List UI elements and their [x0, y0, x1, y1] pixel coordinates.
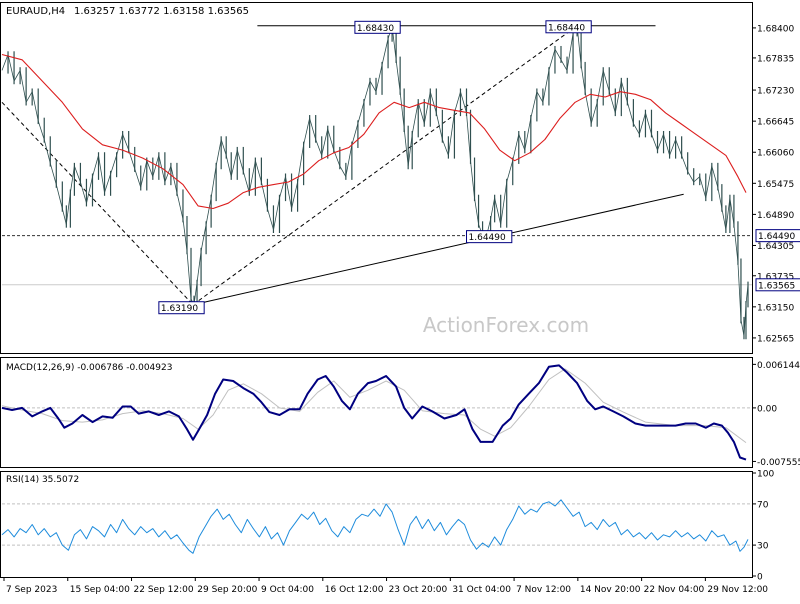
price-axis-tick-label: 1.66645 — [757, 118, 794, 128]
price-level-label: 1.64490 — [758, 232, 795, 242]
price-axis-tick-label: 1.63735 — [757, 272, 794, 282]
price-level-label: 1.63565 — [758, 281, 795, 291]
price-annotation-box — [545, 20, 592, 34]
rsi-axis-tick-label: 70 — [757, 500, 769, 510]
trendline — [1, 101, 194, 306]
price-axis-tick-label: 1.64890 — [757, 211, 794, 221]
price-annotation: 1.64490 — [469, 233, 506, 243]
price-axis-tick-label: 1.68400 — [757, 24, 794, 34]
time-tick-label: 22 Nov 04:00 — [644, 585, 705, 595]
macd-panel-frame — [0, 357, 753, 468]
macd-axis-tick-label: 0.006144 — [757, 361, 800, 371]
rsi-title: RSI(14) 35.5072 — [6, 475, 79, 485]
rsi-line — [1, 499, 749, 554]
macd-panel: 0.006144 0.00 -0.007555 — [1, 361, 800, 468]
macd-title: MACD(12,26,9) -0.006786 -0.004923 — [6, 363, 172, 373]
price-panel-frame — [0, 2, 753, 354]
rsi-axis-tick-label: 30 — [757, 542, 769, 552]
price-annotation-box — [354, 20, 401, 34]
rsi-panel-frame — [0, 471, 753, 578]
trendline — [192, 25, 578, 306]
time-tick-label: 7 Nov 12:00 — [516, 585, 571, 595]
price-axis-tick-label: 1.67230 — [757, 87, 794, 97]
price-annotation: 1.63190 — [161, 304, 198, 314]
macd-axis-tick-label: 0.00 — [757, 404, 777, 414]
rsi-panel: 100 70 30 0 — [1, 470, 774, 583]
time-tick-label: 31 Oct 04:00 — [452, 585, 511, 595]
price-annotation: 1.68440 — [548, 23, 585, 33]
price-axis-tick-label: 1.62565 — [757, 334, 794, 344]
rsi-axis-tick-label: 100 — [757, 470, 774, 480]
price-axis-tick-label: 1.67835 — [757, 54, 794, 64]
time-axis: 7 Sep 2023 15 Sep 04:00 22 Sep 12:00 29 Sep… — [3, 577, 768, 595]
trendline — [192, 193, 684, 306]
time-tick-label: 22 Sep 12:00 — [134, 585, 194, 595]
macd-main-line — [1, 364, 747, 461]
price-axis-tick-label: 1.64305 — [757, 242, 794, 252]
price-axis-tick-label: 1.65475 — [757, 180, 794, 190]
price-level-label-box — [755, 229, 800, 243]
price-axis-tick-label: 1.66060 — [757, 149, 794, 159]
moving-average-line — [1, 53, 747, 210]
ohlc-label: 1.63257 1.63772 1.63158 1.63565 — [74, 6, 249, 17]
price-annotation-box — [158, 301, 205, 315]
time-tick-label: 16 Oct 12:00 — [325, 585, 384, 595]
time-tick-label: 7 Sep 2023 — [6, 585, 57, 595]
time-tick-label: 14 Nov 20:00 — [580, 585, 641, 595]
price-annotation-box — [466, 230, 513, 244]
symbol-label: EURAUD,H4 — [6, 6, 65, 17]
time-tick-label: 9 Oct 04:00 — [261, 585, 314, 595]
macd-axis-tick-label: -0.007555 — [757, 458, 800, 468]
rsi-axis-tick-label: 0 — [757, 573, 763, 583]
price-annotation: 1.68430 — [357, 24, 394, 34]
price-level-label-box — [755, 278, 800, 292]
time-tick-label: 29 Nov 12:00 — [707, 585, 768, 595]
time-tick-label: 15 Sep 04:00 — [70, 585, 130, 595]
watermark-text: ActionForex.com — [423, 313, 589, 337]
price-axis-tick-label: 1.63150 — [757, 303, 794, 313]
price-panel: 1.68400 1.67835 1.67230 1.66645 1.66060 1.654… — [1, 20, 800, 344]
time-tick-label: 23 Oct 20:00 — [389, 585, 448, 595]
time-tick-label: 29 Sep 20:00 — [197, 585, 257, 595]
